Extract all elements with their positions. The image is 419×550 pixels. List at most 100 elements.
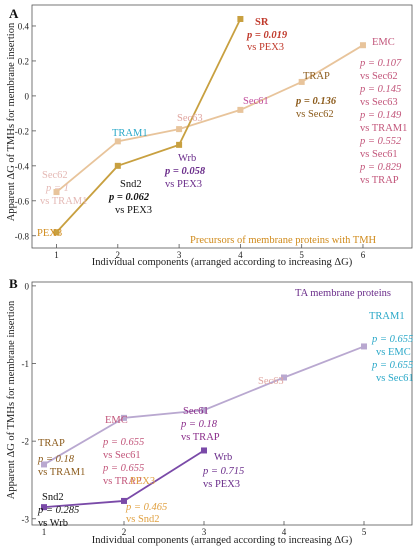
annotation-label: vs PEX3 xyxy=(165,179,202,190)
annotation-label: vs PEX3 xyxy=(115,205,152,216)
annotation-label: vs Sec62 xyxy=(296,109,334,120)
annotation-label: EMC xyxy=(372,37,395,48)
annotation-label: PEX3 xyxy=(130,476,155,487)
x-tick-label: 1 xyxy=(42,527,47,537)
data-point-trap xyxy=(41,461,47,468)
annotation-label: vs Sec61 xyxy=(103,450,141,461)
annotation-label: SR xyxy=(255,17,269,28)
y-tick-label: -0.2 xyxy=(15,126,29,136)
annotation-label: PEX3 xyxy=(37,228,62,239)
annotation-label: TRAM1 xyxy=(369,311,405,322)
annotation-label: vs PEX3 xyxy=(247,42,284,53)
annotation-label: vs Sec61 xyxy=(360,149,398,160)
annotation-label: p = 0.829 xyxy=(359,162,402,173)
y-tick-label: -1 xyxy=(22,359,30,369)
x-axis-label: Individual components (arranged accordin… xyxy=(92,257,353,268)
data-point-sec62 xyxy=(53,189,60,196)
annotation-label: p = 0.062 xyxy=(108,192,150,203)
annotation-label: p = 0.285 xyxy=(37,505,79,516)
annotation-label: vs Snd2 xyxy=(126,514,160,525)
annotation-label: vs TRAP xyxy=(360,175,399,186)
data-point-sec61 xyxy=(237,106,244,113)
series-line-A-0 xyxy=(55,44,364,193)
annotation-label: vs Sec62 xyxy=(360,71,398,82)
annotation-label: p = 0.465 xyxy=(125,502,167,513)
x-tick-label: 2 xyxy=(116,250,121,260)
annotation-label: Snd2 xyxy=(42,492,64,503)
annotation-label: Sec62 xyxy=(42,170,68,181)
annotation-label: vs EMC xyxy=(376,347,411,358)
x-tick-label: 4 xyxy=(282,527,287,537)
data-point-pex3 xyxy=(121,497,127,504)
annotation-label: TA membrane proteins xyxy=(295,288,391,299)
annotation-label: p = 0.019 xyxy=(246,30,288,41)
annotation-label: Wrb xyxy=(214,452,232,463)
data-point-tram1 xyxy=(114,138,121,145)
annotation-label: TRAP xyxy=(38,438,65,449)
annotation-label: Precursors of membrane proteins with TMH xyxy=(190,235,377,246)
panel-label-A: A xyxy=(9,6,19,21)
annotation-label: TRAM1 xyxy=(112,128,148,139)
x-tick-label: 3 xyxy=(202,527,207,537)
annotation-label: p = 0.149 xyxy=(359,110,402,121)
y-tick-label: 0.2 xyxy=(18,56,29,66)
data-point-pex3 xyxy=(53,229,60,236)
x-tick-label: 1 xyxy=(54,250,59,260)
data-point-sec63 xyxy=(176,126,183,133)
annotation-label: Sec63 xyxy=(177,113,203,124)
x-tick-label: 5 xyxy=(299,250,304,260)
data-point-snd2 xyxy=(114,162,121,169)
annotation-label: Sec63 xyxy=(258,376,284,387)
annotation-label: TRAP xyxy=(303,71,330,82)
data-point-sec61 xyxy=(201,407,207,414)
plot-frame-B xyxy=(31,281,413,526)
annotation-label: vs Sec61 xyxy=(376,373,414,384)
y-tick-label: -0.4 xyxy=(15,161,30,171)
annotation-label: p = 0.655 xyxy=(102,437,144,448)
annotation-label: p = 0.136 xyxy=(295,96,337,107)
annotation-label: vs TRAP xyxy=(103,476,142,487)
annotation-label: vs TRAP xyxy=(181,432,220,443)
annotation-label: EMC xyxy=(105,415,128,426)
data-point-wrb xyxy=(176,141,183,148)
annotation-label: vs PEX3 xyxy=(203,479,240,490)
annotation-label: p = 0.715 xyxy=(202,466,244,477)
annotation-label: p = 0.655 xyxy=(102,463,144,474)
annotation-label: p = 0.107 xyxy=(359,58,402,69)
x-tick-label: 4 xyxy=(238,250,243,260)
annotation-label: Sec61 xyxy=(183,406,209,417)
annotation-label: vs Wrb xyxy=(38,518,68,529)
panel-label-B: B xyxy=(9,276,18,291)
data-point-wrb xyxy=(201,447,207,454)
annotation-label: Wrb xyxy=(178,153,196,164)
y-tick-label: 0 xyxy=(25,91,30,101)
annotation-label: Sec61 xyxy=(243,96,269,107)
annotation-label: p = 0.18 xyxy=(180,419,218,430)
data-point-emc xyxy=(359,42,366,49)
y-tick-label: -0.8 xyxy=(15,231,30,241)
x-tick-label: 5 xyxy=(362,527,367,537)
annotation-label: p = 1 xyxy=(45,183,69,194)
annotation-label: vs TRAM1 xyxy=(360,123,407,134)
data-point-tram1 xyxy=(361,343,367,350)
y-tick-label: -0.6 xyxy=(15,196,30,206)
y-tick-label: -3 xyxy=(22,514,30,524)
x-axis-label: Individual components (arranged accordin… xyxy=(92,535,353,546)
annotation-label: vs Sec63 xyxy=(360,97,398,108)
annotation-label: p = 0.655 xyxy=(371,360,413,371)
y-tick-label: -2 xyxy=(22,437,30,447)
y-tick-label: 0.4 xyxy=(18,21,30,31)
annotation-label: vs TRAM1 xyxy=(40,196,87,207)
annotation-label: p = 0.552 xyxy=(359,136,402,147)
data-point-trap xyxy=(298,78,305,85)
data-point-snd2 xyxy=(41,504,47,511)
x-tick-label: 3 xyxy=(177,250,182,260)
data-point-sec63 xyxy=(281,374,287,381)
x-tick-label: 2 xyxy=(122,527,127,537)
y-axis-label: Apparent ΔG of TMHs for membrane inserti… xyxy=(6,300,17,499)
annotation-label: p = 0.655 xyxy=(371,334,413,345)
annotation-label: vs TRAM1 xyxy=(38,467,85,478)
annotation-label: p = 0.145 xyxy=(359,84,401,95)
data-point-emc xyxy=(121,414,127,421)
